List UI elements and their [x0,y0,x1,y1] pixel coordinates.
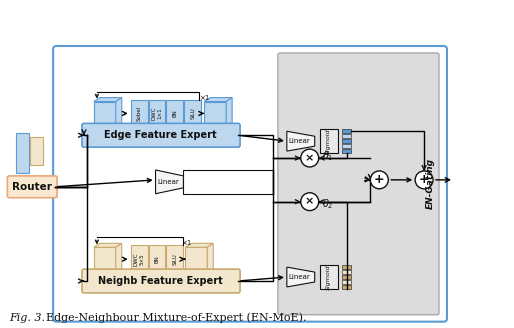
Text: Linear: Linear [157,179,179,185]
FancyBboxPatch shape [82,123,240,147]
Bar [341,280,352,284]
Bar [341,275,352,279]
Text: Sigmoid: Sigmoid [326,129,331,154]
Text: $\theta_1$: $\theta_1$ [322,149,333,163]
Bar [30,137,43,165]
Polygon shape [156,170,183,194]
Polygon shape [207,243,213,275]
Text: Linear: Linear [288,274,310,280]
Circle shape [301,149,319,167]
Text: +: + [374,174,384,186]
Bar [341,285,352,289]
Bar [94,102,116,129]
Text: Neighb Feature Expert: Neighb Feature Expert [98,276,223,286]
Bar [149,245,166,273]
Text: Fig. 3.: Fig. 3. [9,313,45,323]
Text: ×: × [305,153,315,163]
Polygon shape [94,97,122,102]
Polygon shape [226,97,232,129]
Text: +: + [419,174,429,186]
Text: EN-Gating: EN-Gating [426,158,434,209]
Bar [341,134,352,138]
Bar [149,100,166,127]
Bar [16,133,29,173]
Text: BN: BN [155,255,159,263]
Text: ×1: ×1 [199,94,210,101]
Text: Router: Router [12,182,52,192]
Bar [167,245,183,273]
Polygon shape [287,267,315,287]
Text: DWC
5×5: DWC 5×5 [134,253,144,266]
Bar [341,265,352,269]
Text: ×1: ×1 [181,240,192,246]
Bar [185,100,201,127]
Text: ×: × [305,197,315,207]
FancyBboxPatch shape [7,176,57,198]
Bar [186,247,207,275]
Bar [320,265,338,289]
Text: SiLU: SiLU [190,108,195,119]
Bar [341,270,352,274]
Text: Sobel: Sobel [137,106,142,121]
Polygon shape [116,97,122,129]
Text: Linear: Linear [288,138,310,144]
Bar [204,102,226,129]
Polygon shape [94,243,122,247]
Circle shape [371,171,388,189]
Bar [341,139,352,143]
Bar [320,129,338,153]
Bar [94,247,116,275]
Text: Edge-Neighbour Mixture-of-Expert (EN-MoE).: Edge-Neighbour Mixture-of-Expert (EN-MoE… [39,312,307,323]
Text: BN: BN [172,110,177,117]
Bar [131,245,148,273]
Text: Sigmoid: Sigmoid [326,264,331,290]
Polygon shape [116,243,122,275]
Text: DWC
1×1: DWC 1×1 [152,107,162,120]
Bar [341,144,352,148]
Bar [183,170,273,194]
Circle shape [301,193,319,211]
Text: $\theta_2$: $\theta_2$ [322,197,333,211]
Circle shape [415,171,433,189]
Polygon shape [186,243,213,247]
Bar [131,100,148,127]
FancyBboxPatch shape [53,46,447,322]
Polygon shape [287,131,315,151]
Text: SiLU: SiLU [172,253,177,265]
Bar [167,100,183,127]
Text: Edge Feature Expert: Edge Feature Expert [104,130,217,140]
FancyBboxPatch shape [278,53,439,315]
Bar [341,129,352,133]
Polygon shape [204,97,232,102]
FancyBboxPatch shape [82,269,240,293]
Bar [341,149,352,153]
